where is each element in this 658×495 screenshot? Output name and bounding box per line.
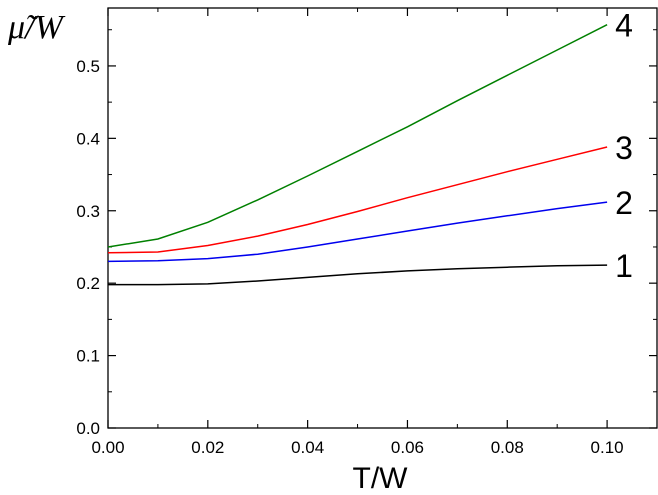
y-tick-label: 0.3	[76, 202, 100, 221]
x-tick-label: 0.00	[91, 438, 124, 457]
series-line-3	[107, 146, 608, 254]
x-tick-label: 0.10	[591, 438, 624, 457]
plot-border	[107, 7, 658, 429]
x-axis-title: T/W	[353, 462, 409, 495]
plot-frame	[107, 7, 658, 429]
series-labels: 1 2 3 4	[615, 8, 633, 284]
series-line-2	[107, 201, 608, 263]
y-tick-label: 0.5	[76, 57, 100, 76]
y-tick-label: 0.2	[76, 274, 100, 293]
series-label-4: 4	[615, 8, 633, 44]
series-line-4	[107, 24, 608, 248]
series-lines	[107, 24, 608, 286]
tick-labels: 0.00 0.02 0.04 0.06 0.08 0.10 0.0 0.1 0.2 0.3 0.4 0…	[76, 57, 623, 457]
x-tick-label: 0.02	[191, 438, 224, 457]
y-tick-label: 0.4	[76, 129, 100, 148]
x-tick-label: 0.06	[391, 438, 424, 457]
series-label-3: 3	[615, 130, 633, 166]
series-line-1	[108, 264, 608, 286]
x-tick-label: 0.04	[291, 438, 324, 457]
y-axis-title: μ̃/W	[7, 9, 66, 46]
x-tick-label: 0.08	[491, 438, 524, 457]
y-tick-label: 0.1	[76, 347, 100, 366]
series-label-1: 1	[615, 248, 633, 284]
series-label-2: 2	[615, 185, 633, 221]
axis-ticks	[107, 8, 657, 429]
y-tick-label: 0.0	[76, 419, 100, 438]
